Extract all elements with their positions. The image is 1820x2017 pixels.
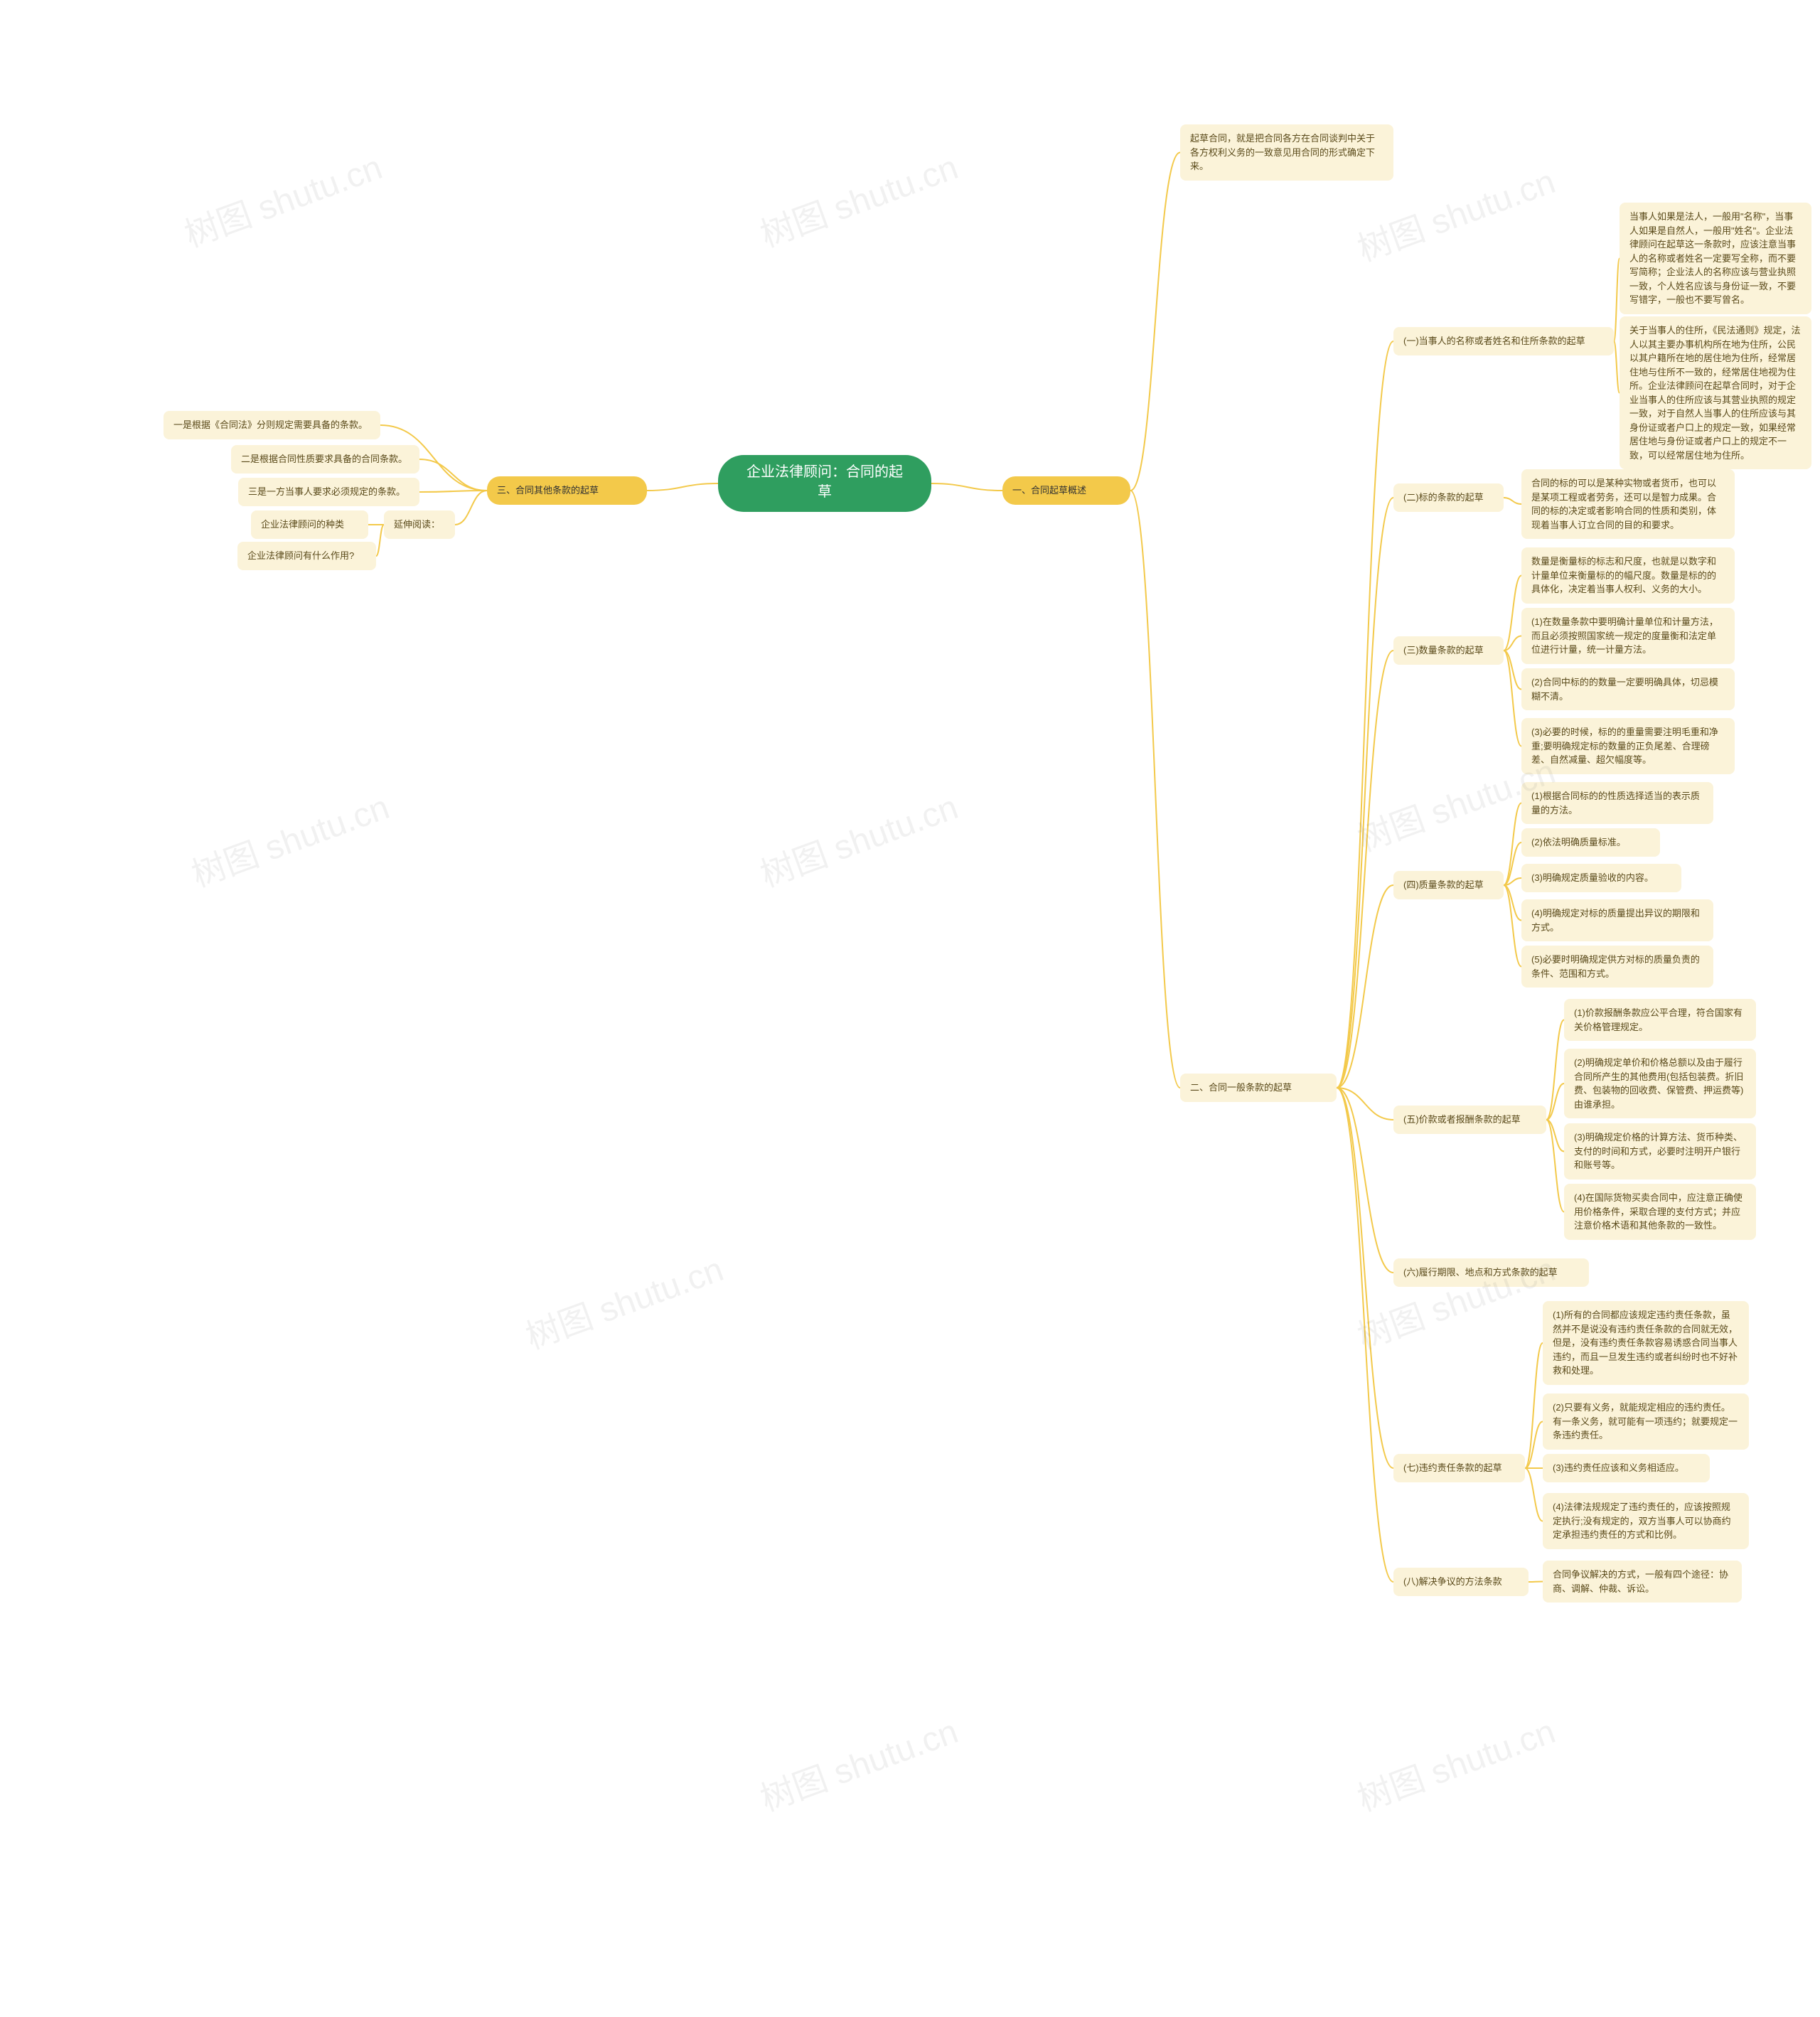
node-l1d[interactable]: 延伸阅读： — [384, 510, 455, 539]
node-r2_6[interactable]: (六)履行期限、地点和方式条款的起草 — [1393, 1258, 1589, 1287]
node-r2_4e[interactable]: (5)必要时明确规定供方对标的质量负责的条件、范围和方式。 — [1521, 946, 1713, 988]
node-r2_5b[interactable]: (2)明确规定单价和价格总额以及由于履行合同所产生的其他费用(包括包装费。折旧费… — [1564, 1049, 1756, 1118]
node-r2_3b[interactable]: (1)在数量条款中要明确计量单位和计量方法，而且必须按照国家统一规定的度量衡和法… — [1521, 608, 1735, 664]
node-r2_2[interactable]: (二)标的条款的起草 — [1393, 483, 1504, 512]
node-r2_1[interactable]: (一)当事人的名称或者姓名和住所条款的起草 — [1393, 327, 1614, 355]
edge-r2_8-r2_8a — [1529, 1582, 1543, 1583]
node-r2_7d[interactable]: (4)法律法规规定了违约责任的，应该按照规定执行;没有规定的，双方当事人可以协商… — [1543, 1493, 1749, 1549]
edge-r2-r2_7 — [1337, 1088, 1393, 1468]
node-r2_4b[interactable]: (2)依法明确质量标准。 — [1521, 828, 1660, 857]
node-l1d1[interactable]: 企业法律顾问的种类 — [251, 510, 368, 539]
node-r2_2a[interactable]: 合同的标的可以是某种实物或者货币，也可以是某项工程或者劳务，还可以是智力成果。合… — [1521, 469, 1735, 539]
node-l1a[interactable]: 一是根据《合同法》分则规定需要具备的条款。 — [164, 411, 380, 439]
edge-r2-r2_4 — [1337, 885, 1393, 1088]
edge-r2_4-r2_4d — [1504, 885, 1521, 921]
watermark: 树图 shutu.cn — [754, 783, 965, 902]
watermark: 树图 shutu.cn — [185, 783, 397, 902]
node-r2_7a[interactable]: (1)所有的合同都应该规定违约责任条款，虽然并不是说没有违约责任条款的合同就无效… — [1543, 1301, 1749, 1385]
edge-r2_7-r2_7a — [1525, 1343, 1543, 1468]
edge-r2_7-r2_7d — [1525, 1468, 1543, 1521]
edge-l1-l1c — [419, 491, 487, 492]
watermark: 树图 shutu.cn — [519, 1245, 731, 1364]
edge-l1-l1b — [419, 459, 487, 491]
edge-root-l1 — [647, 483, 718, 491]
node-r2[interactable]: 二、合同一般条款的起草 — [1180, 1074, 1337, 1102]
edge-r2_2-r2_2a — [1504, 498, 1521, 504]
edge-r2-r2_6 — [1337, 1088, 1393, 1273]
node-l1[interactable]: 三、合同其他条款的起草 — [487, 476, 647, 505]
node-r2_3[interactable]: (三)数量条款的起草 — [1393, 636, 1504, 665]
node-r2_5d[interactable]: (4)在国际货物买卖合同中，应注意正确使用价格条件，采取合理的支付方式；并应注意… — [1564, 1184, 1756, 1240]
node-r2_8[interactable]: (八)解决争议的方法条款 — [1393, 1568, 1529, 1596]
node-r2_1b[interactable]: 关于当事人的住所，《民法通则》规定，法人以其主要办事机构所在地为住所，公民以其户… — [1620, 316, 1811, 469]
edge-r2-r2_8 — [1337, 1088, 1393, 1582]
edge-l1d-l1d2 — [376, 525, 384, 556]
node-r1[interactable]: 一、合同起草概述 — [1002, 476, 1130, 505]
edge-r2_3-r2_3b — [1504, 636, 1521, 651]
edge-layer — [0, 0, 1820, 2017]
node-r2_4a[interactable]: (1)根据合同标的的性质选择适当的表示质量的方法。 — [1521, 782, 1713, 824]
edge-r2_7-r2_7b — [1525, 1422, 1543, 1469]
node-r2_7[interactable]: (七)违约责任条款的起草 — [1393, 1454, 1525, 1482]
node-r2_7c[interactable]: (3)违约责任应该和义务相适应。 — [1543, 1454, 1710, 1482]
node-r2_4[interactable]: (四)质量条款的起草 — [1393, 871, 1504, 899]
node-r2_4c[interactable]: (3)明确规定质量验收的内容。 — [1521, 864, 1681, 892]
node-r2_7b[interactable]: (2)只要有义务，就能规定相应的违约责任。有一条义务，就可能有一项违约；就要规定… — [1543, 1393, 1749, 1450]
edge-r2_5-r2_5b — [1546, 1084, 1564, 1120]
node-r2_5[interactable]: (五)价款或者报酬条款的起草 — [1393, 1106, 1546, 1134]
node-l1c[interactable]: 三是一方当事人要求必须规定的条款。 — [238, 478, 419, 506]
edge-r2_5-r2_5a — [1546, 1020, 1564, 1120]
edge-r2-r2_3 — [1337, 651, 1393, 1088]
edge-r2_5-r2_5d — [1546, 1120, 1564, 1212]
node-r1a[interactable]: 起草合同，就是把合同各方在合同谈判中关于各方权利义务的一致意见用合同的形式确定下… — [1180, 124, 1393, 181]
node-r2_3d[interactable]: (3)必要的时候，标的的重量需要注明毛重和净重;要明确规定标的数量的正负尾差、合… — [1521, 718, 1735, 774]
edge-r2_4-r2_4b — [1504, 842, 1521, 885]
node-root[interactable]: 企业法律顾问：合同的起 草 — [718, 455, 931, 512]
node-r2_1a[interactable]: 当事人如果是法人，一般用"名称"，当事人如果是自然人，一般用"姓名"。企业法律顾… — [1620, 203, 1811, 314]
node-r2_4d[interactable]: (4)明确规定对标的质量提出异议的期限和方式。 — [1521, 899, 1713, 941]
edge-r1-r2 — [1130, 491, 1180, 1088]
node-r2_5a[interactable]: (1)价款报酬条款应公平合理，符合国家有关价格管理规定。 — [1564, 999, 1756, 1041]
edge-r1-r1a — [1130, 153, 1180, 491]
edge-r2_3-r2_3d — [1504, 651, 1521, 747]
edge-r2_3-r2_3a — [1504, 576, 1521, 651]
edge-root-r1 — [931, 483, 1002, 491]
edge-r2-r2_1 — [1337, 341, 1393, 1088]
node-r2_3a[interactable]: 数量是衡量标的标志和尺度，也就是以数字和计量单位来衡量标的的幅尺度。数量是标的的… — [1521, 547, 1735, 604]
edge-r2_4-r2_4e — [1504, 885, 1521, 967]
edge-r2_1-r2_1b — [1614, 341, 1620, 393]
watermark: 树图 shutu.cn — [754, 143, 965, 262]
node-r2_5c[interactable]: (3)明确规定价格的计算方法、货币种类、支付的时间和方式，必要时注明开户银行和账… — [1564, 1123, 1756, 1179]
watermark: 树图 shutu.cn — [754, 1707, 965, 1826]
watermark: 树图 shutu.cn — [1351, 1707, 1563, 1826]
node-l1d2[interactable]: 企业法律顾问有什么作用? — [237, 542, 376, 570]
edge-r2_4-r2_4a — [1504, 803, 1521, 886]
watermark: 树图 shutu.cn — [178, 143, 390, 262]
mindmap-canvas: 企业法律顾问：合同的起 草 一、合同起草概述 起草合同，就是把合同各方在合同谈判中关… — [0, 0, 1820, 2017]
edge-r2_1-r2_1a — [1614, 259, 1620, 342]
edge-r2_5-r2_5c — [1546, 1120, 1564, 1152]
edge-r2_3-r2_3c — [1504, 651, 1521, 690]
node-l1b[interactable]: 二是根据合同性质要求具备的合同条款。 — [231, 445, 419, 474]
edge-r2_4-r2_4c — [1504, 878, 1521, 885]
edge-l1-l1d — [455, 491, 487, 525]
edge-r2-r2_2 — [1337, 498, 1393, 1088]
edge-r2-r2_5 — [1337, 1088, 1393, 1120]
node-r2_3c[interactable]: (2)合同中标的的数量一定要明确具体，切忌模糊不清。 — [1521, 668, 1735, 710]
node-r2_8a[interactable]: 合同争议解决的方式，一般有四个途径：协商、调解、仲裁、诉讼。 — [1543, 1561, 1742, 1603]
